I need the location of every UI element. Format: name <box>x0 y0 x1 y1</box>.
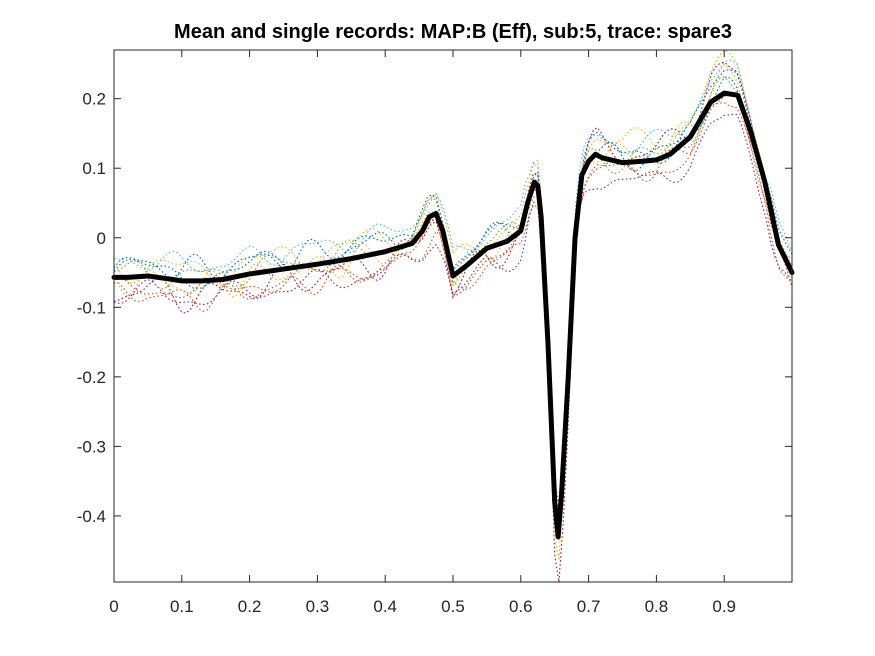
x-tick-label: 0 <box>109 597 118 616</box>
single-record-line <box>113 63 793 561</box>
x-tick-label: 0.5 <box>441 597 465 616</box>
single-record-line <box>113 102 793 533</box>
x-axis: 0 0.1 0.2 0.3 0.4 0.5 0.6 0.7 0.8 0.9 <box>109 50 736 616</box>
mean-record-line <box>111 90 795 540</box>
single-record-line <box>113 76 793 507</box>
x-tick-label: 0.1 <box>170 597 194 616</box>
x-tick-label: 0.2 <box>238 597 262 616</box>
x-tick-label: 0.7 <box>577 597 601 616</box>
single-record-line <box>113 59 793 541</box>
y-axis: 0.2 0.1 0 -0.1 -0.2 -0.3 -0.4 <box>77 90 792 526</box>
y-tick-label: 0.2 <box>82 90 106 109</box>
x-tick-label: 0.6 <box>509 597 533 616</box>
y-tick-label: -0.1 <box>77 298 106 317</box>
chart-title: Mean and single records: MAP:B (Eff), su… <box>174 21 732 43</box>
x-tick-label: 0.3 <box>306 597 330 616</box>
y-tick-label: -0.3 <box>77 437 106 456</box>
x-tick-label: 0.4 <box>373 597 397 616</box>
single-record-line <box>113 113 793 512</box>
x-tick-label: 0.9 <box>712 597 736 616</box>
mean-record-layer <box>111 90 795 540</box>
y-tick-label: -0.4 <box>77 507 106 526</box>
y-tick-label: 0.1 <box>82 159 106 178</box>
single-records-layer <box>113 49 793 583</box>
x-tick-label: 0.8 <box>645 597 669 616</box>
plot-area <box>114 50 792 582</box>
y-tick-label: -0.2 <box>77 368 106 387</box>
y-tick-label: 0 <box>97 229 106 248</box>
